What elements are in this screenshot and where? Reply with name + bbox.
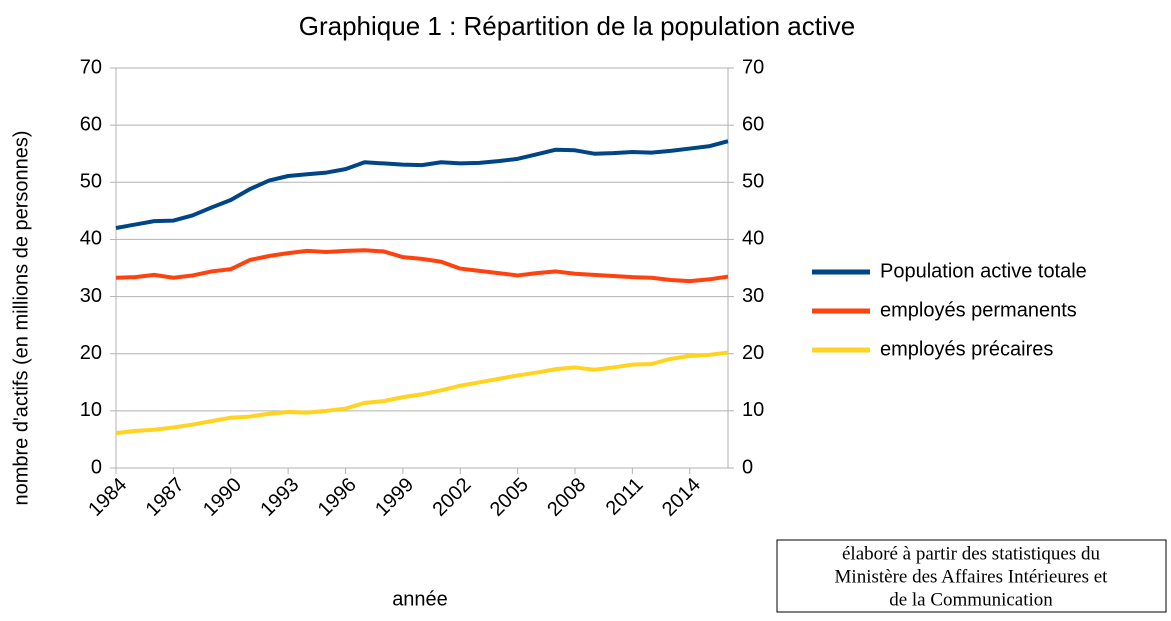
y2-tick-label: 60 bbox=[742, 113, 764, 135]
y-tick-label: 70 bbox=[80, 56, 102, 78]
y2-tick-label: 70 bbox=[742, 56, 764, 78]
series-line bbox=[115, 139, 729, 230]
y-tick-label: 40 bbox=[80, 228, 102, 250]
x-axis-title: année bbox=[392, 588, 448, 610]
y2-tick-label: 40 bbox=[742, 228, 764, 250]
y-tick-label: 0 bbox=[91, 456, 102, 478]
x-tick-label: 1996 bbox=[314, 474, 361, 521]
x-tick-label: 1993 bbox=[256, 474, 303, 521]
x-tick-label: 2011 bbox=[602, 474, 648, 520]
y-tick-label: 10 bbox=[80, 399, 102, 421]
note-line: Ministère des Affaires Intérieures et bbox=[835, 566, 1109, 587]
note-box bbox=[776, 539, 1167, 613]
x-tick-label: 2002 bbox=[428, 474, 475, 521]
y-axis-title: nombre d'actifs (en millions de personne… bbox=[10, 130, 32, 505]
legend-label: employés permanents bbox=[880, 299, 1077, 321]
y-tick-label: 60 bbox=[80, 113, 102, 135]
x-tick-label: 1990 bbox=[199, 474, 246, 521]
x-tick-label: 1999 bbox=[371, 474, 418, 521]
y-tick-label: 50 bbox=[80, 171, 102, 193]
note-line: élaboré à partir des statistiques du bbox=[842, 543, 1101, 564]
y2-tick-label: 0 bbox=[742, 456, 753, 478]
note: élaboré à partir des statistiques du Min… bbox=[835, 543, 1109, 610]
series-line bbox=[115, 350, 729, 436]
y2-tick-label: 10 bbox=[742, 399, 764, 421]
y-tick-label: 20 bbox=[80, 342, 102, 364]
y2-tick-label: 30 bbox=[742, 285, 764, 307]
series-line bbox=[115, 248, 729, 284]
y2-tick-label: 50 bbox=[742, 171, 764, 193]
y-tick-label: 30 bbox=[80, 285, 102, 307]
x-tick-label: 1987 bbox=[142, 474, 189, 521]
x-tick-label: 2014 bbox=[658, 474, 705, 521]
x-tick-label: 2008 bbox=[543, 474, 590, 521]
note-line: de la Communication bbox=[889, 589, 1053, 610]
legend-label: employés précaires bbox=[880, 338, 1053, 360]
x-tick-label: 2005 bbox=[486, 474, 533, 521]
y2-tick-label: 20 bbox=[742, 342, 764, 364]
legend-label: Population active totale bbox=[880, 260, 1087, 282]
chart-title: Graphique 1 : Répartition de la populati… bbox=[299, 11, 855, 41]
x-tick-label: 1984 bbox=[84, 474, 131, 521]
